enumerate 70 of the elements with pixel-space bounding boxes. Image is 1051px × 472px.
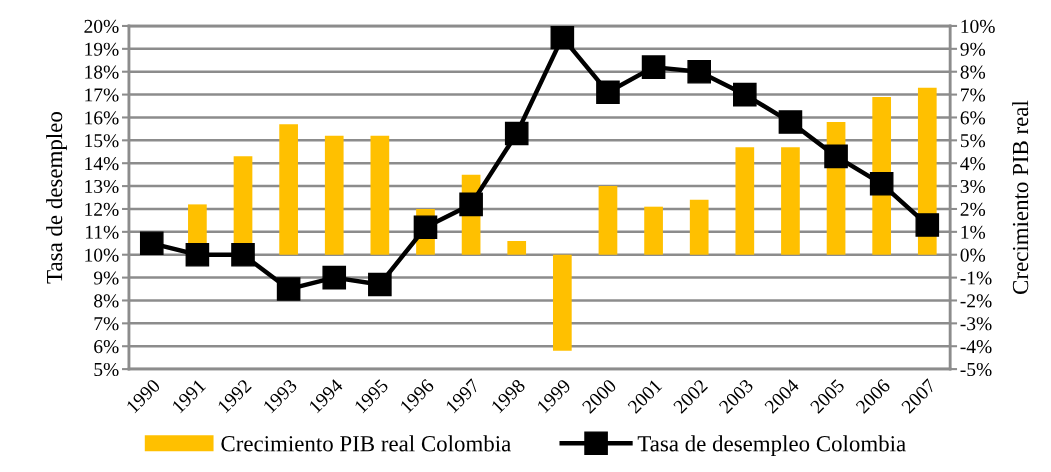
point <box>778 110 803 134</box>
x-tick-label: 1993 <box>262 378 298 414</box>
point <box>915 213 940 237</box>
y-tick-label: 19% <box>85 42 119 56</box>
legend-label: Crecimiento PIB real Colombia <box>221 435 511 452</box>
y-tick-label: 18% <box>85 65 119 79</box>
bar <box>689 199 709 255</box>
point <box>869 171 894 196</box>
point <box>459 192 483 217</box>
y2-tick-label: 5% <box>960 134 986 148</box>
y2-axis-title: Crecimiento PIB real <box>1012 100 1029 294</box>
y2-tick-label: 4% <box>960 157 986 171</box>
point <box>504 121 529 146</box>
y-tick-label: 11% <box>86 225 119 239</box>
y-tick-label: 13% <box>85 179 119 194</box>
y2-tick-label: -3% <box>960 317 992 331</box>
y2-tick-label: 8% <box>960 65 986 79</box>
bar <box>598 186 618 255</box>
bar <box>735 147 755 255</box>
y2-tick-label: 0% <box>960 248 986 262</box>
point <box>824 144 848 169</box>
point <box>185 242 210 267</box>
point <box>276 277 301 301</box>
x-tick-label: 1990 <box>125 378 161 414</box>
bar <box>552 254 572 351</box>
y-tick-label: 8% <box>94 294 119 308</box>
legend-label: Tasa de desempleo Colombia <box>637 435 906 457</box>
x-tick-label: 1992 <box>217 378 252 414</box>
y2-tick-label: 2% <box>960 202 986 216</box>
y-tick-label: 16% <box>85 111 119 125</box>
bar <box>781 147 800 255</box>
point <box>687 59 712 84</box>
point <box>368 272 392 297</box>
x-tick-label: 1998 <box>490 378 526 414</box>
y2-tick-label: 6% <box>960 111 986 125</box>
point <box>322 265 347 290</box>
y2-tick-label: 3% <box>960 179 986 194</box>
y-tick-label: 10% <box>85 248 119 262</box>
y-tick-label: 20% <box>84 19 119 33</box>
bar <box>370 135 390 255</box>
y2-tick-label: 7% <box>961 88 986 102</box>
y2-tick-label: 10% <box>961 19 995 33</box>
bar <box>324 135 344 255</box>
point <box>413 215 438 240</box>
y-tick-label: 17% <box>85 88 119 102</box>
point <box>550 25 575 50</box>
point <box>596 80 620 105</box>
point <box>139 231 164 256</box>
bar <box>507 241 527 255</box>
y2-tick-label: 1% <box>961 225 986 239</box>
x-tick-label: 1991 <box>171 378 207 414</box>
y-axis-title: Tasa de desempleo <box>46 112 67 284</box>
bar <box>279 124 298 255</box>
y-tick-label: 9% <box>93 271 119 285</box>
y2-tick-label: 9% <box>960 42 986 56</box>
y2-tick-label: -1% <box>960 271 992 285</box>
y-tick-label: 5% <box>94 362 119 377</box>
y-tick-label: 15% <box>85 134 119 148</box>
y-tick-label: 6% <box>94 340 119 354</box>
y-tick-label: 12% <box>85 202 119 216</box>
bar <box>644 206 663 255</box>
y2-tick-label: -2% <box>960 294 992 308</box>
y2-tick-label: -4% <box>960 340 992 354</box>
point <box>641 55 666 79</box>
x-tick-label: 1999 <box>536 378 572 414</box>
point <box>231 242 255 267</box>
point <box>733 82 757 107</box>
y-tick-label: 14% <box>85 157 119 171</box>
y2-tick-label: -5% <box>960 362 992 377</box>
y-tick-label: 7% <box>94 317 119 331</box>
